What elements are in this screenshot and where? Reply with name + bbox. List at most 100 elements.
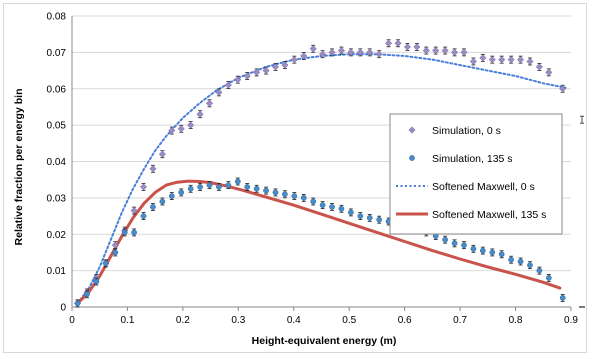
simulation-135s-point (197, 184, 203, 190)
x-tick-label: 0.5 (342, 315, 356, 326)
simulation-0s-point (196, 110, 204, 118)
simulation-135s-point (310, 198, 317, 205)
simulation-135s-point (168, 193, 175, 199)
legend-label: Simulation, 135 s (432, 153, 513, 165)
simulation-0s-point (130, 207, 138, 215)
simulation-135s-point (489, 249, 496, 256)
x-tick-label: 0.4 (287, 315, 301, 326)
simulation-135s-point (498, 251, 505, 258)
simulation-0s-point (469, 57, 477, 66)
simulation-0s-point (526, 57, 534, 66)
simulation-135s-point (187, 185, 194, 192)
simulation-135s-point (234, 178, 241, 185)
y-tick-label: 0.03 (47, 193, 67, 204)
simulation-0s-point (422, 47, 430, 55)
axes (71, 16, 572, 311)
legend-label: Softened Maxwell, 0 s (432, 181, 535, 193)
simulation-135s-point (140, 213, 147, 219)
x-tick-label: 0.2 (176, 315, 190, 326)
simulation-0s-point (158, 150, 166, 158)
simulation-135s-point (470, 245, 477, 252)
y-tick-label: 0.08 (47, 12, 67, 23)
simulation-135s-point (451, 240, 458, 247)
x-axis-title: Height-equivalent energy (m) (252, 335, 397, 347)
legend-label: Softened Maxwell, 135 s (432, 209, 546, 221)
simulation-135s-point (244, 184, 251, 190)
simulation-135s-point (517, 258, 524, 265)
simulation-135s-point (300, 195, 307, 201)
simulation-135s-point (178, 189, 185, 196)
simulation-0s-point (347, 48, 355, 56)
simulation-135s-point (376, 216, 383, 223)
simulation-0s-point (328, 48, 336, 56)
simulation-135s-point (263, 187, 269, 194)
simulation-135s-point (253, 185, 260, 192)
simulation-135s-point (291, 193, 298, 199)
simulation-0s-point (441, 47, 449, 55)
simulation-0s-point (516, 56, 525, 64)
chart-svg: 0 0.01 0.02 0.03 0.04 0.05 0.06 0.07 0.08 0 0.1 0.2… (13, 12, 585, 347)
x-tick-label: 0.9 (564, 315, 578, 326)
simulation-135s-point (159, 198, 166, 205)
simulation-0s-point (545, 68, 553, 76)
simulation-0s-point (243, 72, 251, 80)
simulation-0s-point (205, 99, 214, 107)
simulation-135s-point (216, 184, 222, 190)
simulation-135s-point (536, 267, 543, 274)
simulation-135s-point (206, 182, 213, 188)
simulation-135s-point (131, 229, 137, 236)
simulation-0s-point (215, 88, 223, 96)
simulation-0s-point (451, 48, 459, 56)
simulation-135s-point (442, 236, 448, 243)
simulation-0s-point (177, 125, 185, 133)
simulation-0s-point (139, 183, 148, 191)
simulation-135s-point (545, 275, 552, 281)
simulation-0s-point (149, 165, 157, 173)
y-tick-label: 0.02 (47, 230, 67, 241)
simulation-0s-point (394, 39, 402, 47)
y-tick-label: 0 (60, 303, 66, 314)
simulation-0s-point (300, 52, 308, 60)
simulation-135s-point (272, 189, 279, 196)
x-tick-label: 0 (69, 315, 75, 326)
simulation-0s-point (262, 67, 270, 75)
simulation-0s-point (111, 241, 119, 249)
simulation-135s-point (527, 262, 533, 269)
plot-area (73, 39, 567, 308)
simulation-135s-point (319, 202, 326, 208)
legend-label: Simulation, 0 s (432, 125, 501, 137)
simulation-135s-point (74, 300, 81, 307)
simulation-0s-point (498, 56, 506, 64)
legend-key-simulation-135s (409, 155, 415, 161)
simulation-0s-point (309, 45, 317, 53)
simulation-0s-point (168, 127, 176, 135)
y-tick-label: 0.01 (47, 266, 67, 277)
simulation-0s-point (375, 50, 383, 58)
x-tick-label: 0.3 (231, 315, 245, 326)
simulation-0s-point (488, 56, 496, 64)
simulation-0s-point (366, 48, 374, 56)
simulation-135s-point (357, 213, 364, 219)
simulation-0s-point (224, 81, 232, 89)
simulation-0s-point (535, 63, 543, 71)
simulation-0s-point (319, 50, 327, 58)
simulation-0s-point (432, 47, 440, 55)
simulation-0s-point (187, 121, 195, 129)
simulation-135s-point (225, 182, 232, 188)
x-tick-label: 0.6 (398, 315, 412, 326)
simulation-135s-point (329, 204, 335, 210)
simulation-135s-point (102, 260, 109, 267)
y-axis-title: Relative fraction per energy bin (13, 89, 25, 246)
simulation-135s-point (93, 278, 100, 285)
gridlines (72, 15, 571, 272)
simulation-0s-point (507, 56, 515, 64)
simulation-0s-point (413, 43, 421, 51)
simulation-135s-point (282, 191, 288, 198)
simulation-135s-point (366, 215, 373, 221)
simulation-135s-point (479, 247, 486, 254)
x-tick-label: 0.8 (509, 315, 523, 326)
simulation-0s-point (479, 54, 487, 62)
x-tick-label: 0.1 (120, 315, 134, 326)
simulation-0s-point (403, 43, 411, 51)
simulation-0s-point (337, 47, 346, 55)
